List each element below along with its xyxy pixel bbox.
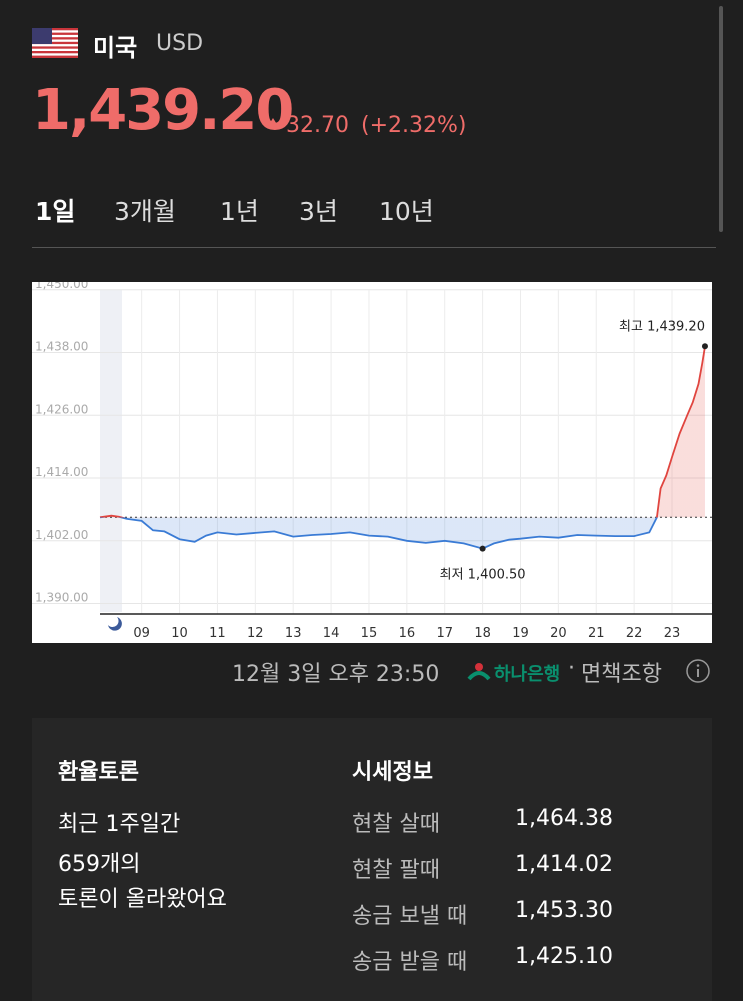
chart-bg: [32, 282, 712, 643]
discussion-title[interactable]: 환율토론: [58, 760, 139, 785]
timestamp: 12월 3일 오후 23:50: [232, 662, 440, 687]
x-tick-label: 09: [133, 626, 150, 641]
x-tick-label: 23: [664, 626, 681, 641]
change: 32.70: [286, 113, 349, 138]
rate-label: 현찰 팔때: [352, 858, 440, 883]
tab[interactable]: 10년: [379, 197, 434, 226]
info-icon[interactable]: [685, 658, 711, 684]
y-tick-label: 1,402.00: [35, 528, 88, 542]
y-tick-label: 1,390.00: [35, 591, 88, 605]
price: 1,439.20: [32, 78, 294, 143]
x-tick-label: 21: [588, 626, 605, 641]
area: [100, 346, 705, 549]
rate-label: 현찰 살때: [352, 812, 440, 837]
x-tick-label: 18: [474, 626, 491, 641]
info-panel: [32, 718, 712, 1001]
chart: 1,390.00 1,402.00 1,414.00 1,426.00 1,438.00…: [32, 282, 712, 643]
x-tick-label: 19: [512, 626, 529, 641]
tab[interactable]: 1년: [220, 197, 259, 226]
change-pct: (+2.32%): [361, 113, 467, 138]
bank-logo: [467, 663, 491, 681]
x-tick-label: 17: [436, 626, 453, 641]
discussion-line: 토론이 올라왔어요: [58, 887, 227, 912]
x-tick-label: 11: [209, 626, 226, 641]
country: 미국: [93, 34, 138, 62]
annotation: 최저 1,400.50: [440, 568, 526, 583]
rate-label: 송금 받을 때: [352, 950, 468, 975]
x-tick-label: 15: [361, 626, 378, 641]
rate-label: 송금 보낼 때: [352, 904, 468, 929]
y-tick-label: 1,426.00: [35, 402, 88, 416]
y-tick-label: 1,438.00: [35, 340, 88, 354]
discussion-line: 659개의: [58, 852, 141, 877]
line: [99, 346, 706, 550]
rates-title: 시세정보: [352, 760, 433, 785]
night-zone: [100, 290, 122, 612]
separator: ·: [568, 656, 575, 681]
rate-value: 1,414.02: [515, 852, 613, 877]
annotation-dot: [701, 343, 708, 350]
x-tick-label: 22: [626, 626, 643, 641]
x-tick-label: 12: [247, 626, 264, 641]
y-tick-label: 1,414.00: [35, 465, 88, 479]
x-tick-label: 16: [399, 626, 416, 641]
x-tick-label: 14: [323, 626, 340, 641]
rate-value: 1,425.10: [515, 944, 613, 969]
flag: [32, 28, 78, 58]
disclaimer[interactable]: 면책조항: [581, 662, 662, 687]
x-tick-label: 10: [171, 626, 188, 641]
up-arrow: [268, 118, 278, 126]
annotation: 최고 1,439.20: [619, 319, 705, 334]
divider: [32, 247, 716, 248]
x-tick-label: 13: [285, 626, 302, 641]
moon-icon: [108, 617, 122, 631]
rate-value: 1,453.30: [515, 898, 613, 923]
tab[interactable]: 1일: [35, 197, 76, 226]
x-tick-label: 20: [550, 626, 567, 641]
annotation-dot: [479, 545, 486, 552]
tab[interactable]: 3년: [299, 197, 338, 226]
discussion-line: 최근 1주일간: [58, 812, 181, 837]
tab[interactable]: 3개월: [114, 197, 176, 226]
scrollbar: [719, 6, 723, 232]
bank: 하나은행: [494, 664, 561, 685]
y-tick-label: 1,450.00: [35, 282, 88, 291]
rate-value: 1,464.38: [515, 806, 613, 831]
currency: USD: [156, 31, 204, 56]
